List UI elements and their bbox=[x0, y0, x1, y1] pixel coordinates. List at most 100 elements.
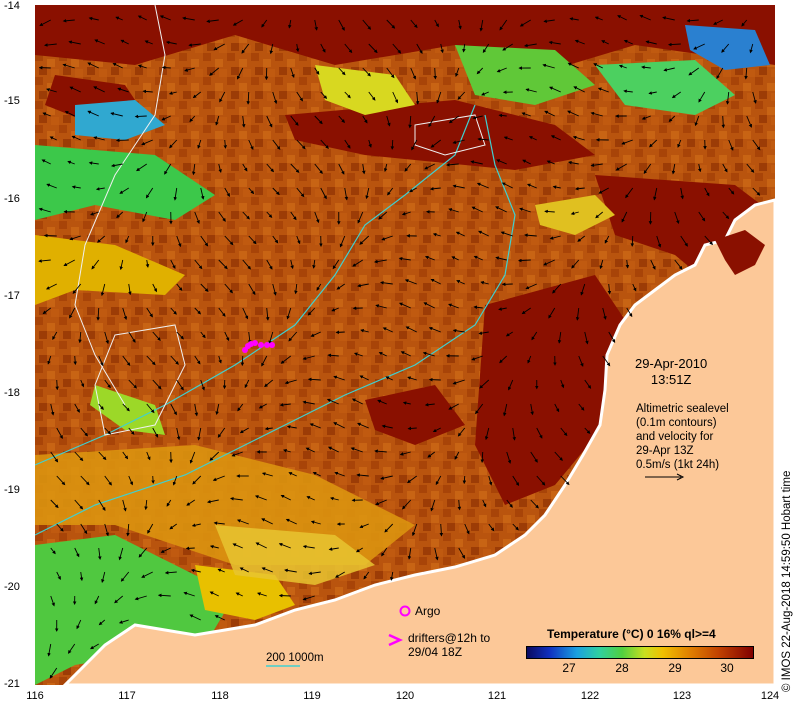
velocity-arrow bbox=[688, 67, 700, 76]
velocity-arrow bbox=[272, 235, 279, 244]
velocity-arrow bbox=[67, 643, 76, 654]
velocity-arrow bbox=[294, 283, 298, 295]
velocity-arrow bbox=[344, 91, 351, 99]
velocity-arrow bbox=[134, 114, 147, 119]
velocity-arrow bbox=[362, 115, 368, 124]
time-label: 13:51Z bbox=[650, 372, 692, 387]
velocity-arrow bbox=[157, 593, 171, 598]
velocity-arrow bbox=[415, 91, 420, 105]
bathymetry-contours bbox=[35, 104, 516, 536]
velocity-arrow bbox=[357, 422, 369, 429]
velocity-arrow bbox=[568, 160, 579, 165]
velocity-arrow bbox=[264, 379, 274, 388]
velocity-arrow bbox=[50, 595, 55, 607]
velocity-arrow bbox=[290, 163, 300, 173]
velocity-arrow bbox=[671, 91, 682, 99]
velocity-arrow bbox=[122, 307, 128, 321]
velocity-arrow bbox=[290, 211, 297, 221]
velocity-arrow bbox=[266, 211, 273, 218]
velocity-arrow bbox=[390, 571, 394, 581]
velocity-arrow bbox=[71, 135, 81, 141]
velocity-arrow bbox=[656, 235, 662, 248]
velocity-arrow bbox=[261, 567, 273, 573]
velocity-arrow bbox=[462, 43, 466, 53]
velocity-arrow bbox=[524, 43, 537, 48]
velocity-arrow bbox=[500, 231, 513, 237]
velocity-arrow bbox=[144, 499, 148, 511]
velocity-arrow bbox=[247, 331, 252, 344]
sst-map[interactable] bbox=[35, 5, 775, 685]
velocity-arrow bbox=[578, 355, 584, 367]
velocity-arrow bbox=[189, 115, 196, 123]
velocity-arrow bbox=[214, 615, 225, 621]
velocity-arrow bbox=[560, 475, 570, 486]
velocity-arrow bbox=[110, 112, 123, 117]
velocity-arrow bbox=[384, 523, 394, 533]
velocity-arrow bbox=[49, 136, 57, 141]
velocity-arrow bbox=[584, 331, 589, 345]
velocity-arrow bbox=[74, 403, 80, 413]
velocity-arrow bbox=[117, 87, 129, 93]
velocity-arrow bbox=[206, 19, 219, 23]
velocity-arrow bbox=[200, 187, 205, 200]
velocity-arrow bbox=[374, 259, 387, 264]
velocity-arrow bbox=[632, 283, 637, 292]
velocity-arrow bbox=[80, 379, 85, 388]
velocity-arrow bbox=[578, 403, 585, 411]
velocity-arrow bbox=[56, 523, 64, 532]
velocity-arrow bbox=[146, 307, 153, 318]
argo-label: Argo bbox=[415, 604, 441, 618]
velocity-arrow bbox=[625, 187, 634, 199]
velocity-arrow bbox=[218, 355, 222, 364]
velocity-arrow bbox=[183, 591, 195, 597]
velocity-arrow bbox=[115, 16, 123, 21]
velocity-arrow bbox=[224, 331, 230, 342]
velocity-arrow bbox=[680, 187, 684, 200]
velocity-arrow bbox=[331, 307, 339, 312]
velocity-arrow bbox=[575, 186, 585, 191]
velocity-arrow bbox=[380, 475, 393, 480]
altimetry-line-5: 0.5m/s (1kt 24h) bbox=[636, 459, 720, 471]
velocity-arrow bbox=[217, 568, 225, 573]
velocity-arrow bbox=[567, 62, 579, 69]
velocity-arrow bbox=[544, 209, 555, 214]
velocity-arrow bbox=[120, 571, 130, 582]
velocity-arrow bbox=[663, 67, 675, 72]
velocity-arrow bbox=[42, 307, 52, 315]
velocity-arrow bbox=[662, 16, 675, 21]
velocity-arrow bbox=[41, 159, 51, 165]
velocity-arrow bbox=[512, 523, 519, 531]
velocity-arrow bbox=[554, 403, 560, 413]
velocity-arrow bbox=[668, 42, 681, 47]
velocity-arrow bbox=[242, 307, 249, 320]
velocity-arrow bbox=[375, 499, 387, 506]
velocity-arrow bbox=[207, 499, 219, 504]
velocity-arrow bbox=[112, 63, 123, 69]
velocity-arrow bbox=[548, 40, 561, 45]
velocity-arrow bbox=[362, 163, 366, 175]
velocity-arrow bbox=[749, 43, 754, 54]
velocity-arrow bbox=[356, 473, 369, 477]
velocity-arrow bbox=[530, 451, 538, 463]
velocity-arrow bbox=[278, 593, 291, 598]
velocity-arrow bbox=[439, 523, 444, 537]
velocity-arrow bbox=[653, 187, 658, 201]
velocity-arrow bbox=[67, 160, 75, 165]
velocity-arrow bbox=[272, 283, 277, 296]
velocity-arrow bbox=[422, 351, 435, 357]
velocity-arrow bbox=[686, 18, 699, 23]
velocity-arrow bbox=[50, 547, 56, 555]
velocity-arrow bbox=[137, 64, 147, 69]
velocity-arrow bbox=[496, 159, 507, 165]
velocity-arrow bbox=[381, 547, 388, 557]
velocity-arrow bbox=[602, 307, 607, 320]
velocity-arrow bbox=[407, 547, 412, 560]
velocity-arrow bbox=[98, 355, 104, 367]
velocity-arrow bbox=[407, 376, 417, 381]
velocity-arrow bbox=[309, 423, 321, 429]
velocity-arrow bbox=[128, 475, 134, 486]
velocity-arrow bbox=[120, 39, 129, 45]
velocity-arrow bbox=[571, 259, 580, 269]
velocity-arrow bbox=[111, 163, 123, 168]
velocity-arrow bbox=[575, 307, 580, 321]
